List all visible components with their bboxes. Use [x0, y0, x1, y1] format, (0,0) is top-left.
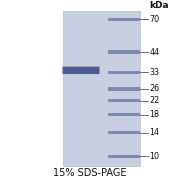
- Text: 18: 18: [149, 110, 159, 119]
- Bar: [108, 131, 140, 134]
- Bar: [108, 18, 140, 21]
- FancyBboxPatch shape: [62, 67, 100, 74]
- Text: 33: 33: [149, 68, 159, 77]
- Text: 15% SDS-PAGE: 15% SDS-PAGE: [53, 168, 127, 178]
- Text: 22: 22: [149, 96, 160, 105]
- Bar: [108, 113, 140, 116]
- Text: 14: 14: [149, 128, 159, 137]
- FancyBboxPatch shape: [63, 11, 140, 166]
- Bar: [108, 155, 140, 158]
- Bar: [108, 71, 140, 74]
- Bar: [108, 99, 140, 102]
- Bar: [108, 87, 140, 91]
- Text: 10: 10: [149, 152, 159, 161]
- Text: 26: 26: [149, 84, 159, 93]
- Text: kDa: kDa: [149, 1, 169, 10]
- Bar: [108, 50, 140, 54]
- Text: 70: 70: [149, 15, 159, 24]
- Text: 44: 44: [149, 48, 159, 57]
